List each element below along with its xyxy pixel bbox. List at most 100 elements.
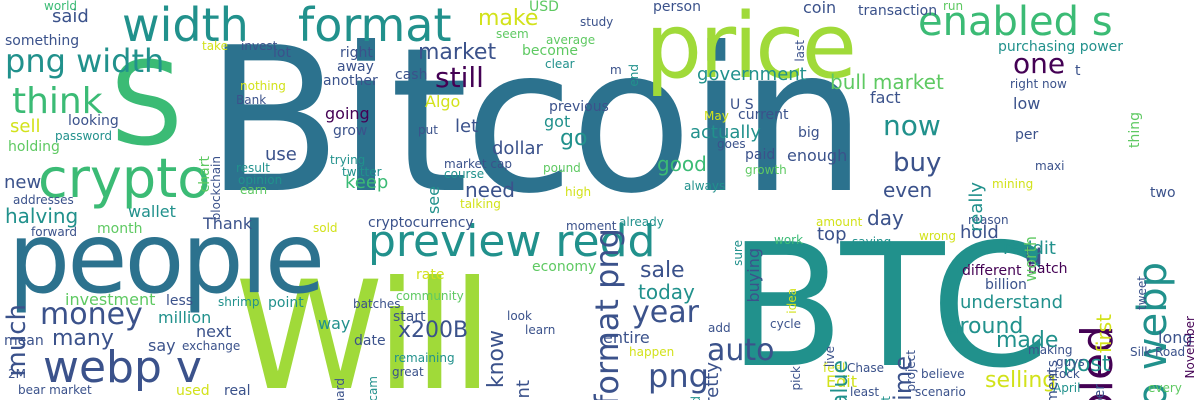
word-long: long bbox=[1158, 328, 1193, 347]
word-trying: trying bbox=[330, 153, 366, 167]
word-date: date bbox=[354, 333, 386, 349]
word-project: project bbox=[904, 350, 918, 392]
word-big: big bbox=[798, 125, 820, 141]
word-pound: pound bbox=[543, 161, 581, 175]
word-nothing: nothing bbox=[240, 79, 286, 93]
word-happen: happen bbox=[629, 345, 675, 359]
word-want: want bbox=[513, 380, 534, 400]
word-feel: feel bbox=[823, 361, 846, 375]
word-april: April bbox=[1053, 381, 1081, 395]
word-format: format bbox=[298, 0, 452, 52]
word-year: year bbox=[632, 295, 699, 330]
word-average: average bbox=[546, 33, 596, 47]
word-start: start bbox=[393, 309, 426, 325]
word-even: even bbox=[883, 178, 933, 202]
word-bank: Bank bbox=[236, 93, 267, 107]
word-u-s: U S bbox=[730, 97, 754, 113]
word-go: go bbox=[560, 126, 588, 151]
word-s-government: S government bbox=[879, 396, 893, 400]
word-making: making bbox=[1028, 343, 1073, 357]
word-transaction: transaction bbox=[858, 3, 938, 19]
word-make: make bbox=[478, 6, 539, 31]
word-looking: looking bbox=[68, 113, 119, 129]
word-something: something bbox=[5, 33, 80, 49]
word-cycle: cycle bbox=[770, 317, 802, 331]
word-low: low bbox=[1013, 94, 1041, 113]
word-wrong: wrong bbox=[919, 229, 957, 243]
word-batches: batches bbox=[353, 297, 401, 311]
word-mean: mean bbox=[4, 333, 44, 349]
word-shrimp: shrimp bbox=[218, 295, 260, 309]
word-x200b: x200B bbox=[398, 318, 469, 343]
word-lot: lot bbox=[273, 45, 291, 61]
word-investment: investment bbox=[65, 290, 156, 309]
word-s: S bbox=[110, 38, 183, 172]
word-btc: BTC bbox=[728, 208, 1049, 400]
word-earn: earn bbox=[240, 183, 268, 197]
word-m: m bbox=[610, 63, 622, 77]
word-point: point bbox=[268, 295, 304, 311]
word-people: people bbox=[8, 202, 325, 316]
word-webp-v: webp v bbox=[43, 342, 202, 393]
word-tweet: tweet bbox=[1135, 276, 1149, 310]
word-worth: worth bbox=[1021, 236, 1040, 282]
word-use: use bbox=[265, 144, 297, 165]
word-purchasing-power: purchasing power bbox=[998, 39, 1124, 55]
word-know: know bbox=[484, 330, 509, 389]
word-current: current bbox=[738, 107, 789, 123]
word-market: market bbox=[418, 40, 497, 65]
word-addresses: addresses bbox=[13, 193, 74, 207]
word-say: say bbox=[148, 336, 176, 355]
word-cryptocurrency: cryptocurrency bbox=[368, 215, 474, 231]
word-preview-redd: preview redd bbox=[368, 216, 656, 267]
word-sure: sure bbox=[731, 240, 745, 266]
word-study: study bbox=[580, 15, 614, 29]
word-world: world bbox=[44, 0, 78, 13]
word-course: course bbox=[444, 167, 485, 181]
word-auto: auto bbox=[707, 333, 775, 368]
word-government: government bbox=[697, 64, 807, 85]
word-right: right bbox=[340, 45, 373, 61]
word-much: much bbox=[2, 304, 32, 377]
word-good: good bbox=[657, 152, 707, 176]
word-moment: moment bbox=[566, 219, 617, 233]
word-another: another bbox=[323, 73, 378, 89]
word-said: said bbox=[52, 6, 89, 27]
word-growth: growth bbox=[745, 163, 787, 177]
word-per: per bbox=[1015, 127, 1039, 143]
word-enabled-s: enabled s bbox=[918, 0, 1113, 45]
word-cash: cash bbox=[395, 67, 428, 83]
word-going: going bbox=[325, 104, 370, 123]
word-end: end bbox=[627, 64, 641, 87]
word-will: Will bbox=[235, 250, 493, 400]
word-billion: billion bbox=[985, 277, 1027, 293]
word-hard: hard bbox=[333, 378, 347, 400]
word-sell: sell bbox=[10, 116, 41, 137]
word-invest: invest bbox=[241, 39, 278, 53]
word-bull-market: bull market bbox=[830, 70, 944, 94]
word-fact: fact bbox=[870, 88, 901, 107]
word-take: take bbox=[202, 39, 228, 53]
word-keep: keep bbox=[345, 172, 389, 193]
word-become: become bbox=[522, 43, 579, 59]
word-hold: hold bbox=[960, 222, 999, 243]
word-algo: Algo bbox=[425, 92, 461, 111]
word-blockchain: blockchain bbox=[209, 156, 223, 221]
word-u: u bbox=[1024, 237, 1044, 272]
word-usd: USD bbox=[529, 0, 559, 15]
word-may: May bbox=[704, 109, 729, 123]
word-every: every bbox=[1148, 381, 1182, 395]
word-saying: saying bbox=[852, 235, 892, 249]
word-buying: buying bbox=[744, 248, 763, 303]
word-result: result bbox=[236, 161, 270, 175]
word-price: price bbox=[645, 0, 857, 99]
word-understand: understand bbox=[960, 292, 1064, 313]
word-new: new bbox=[4, 172, 42, 193]
word-already: already bbox=[619, 215, 664, 229]
word-dividend: dividend bbox=[689, 396, 703, 400]
word-scam: scam bbox=[366, 376, 380, 400]
word-away: away bbox=[337, 59, 374, 75]
word-work: work bbox=[774, 233, 804, 247]
word-live: live bbox=[823, 346, 837, 368]
word-remaining: remaining bbox=[394, 351, 455, 365]
